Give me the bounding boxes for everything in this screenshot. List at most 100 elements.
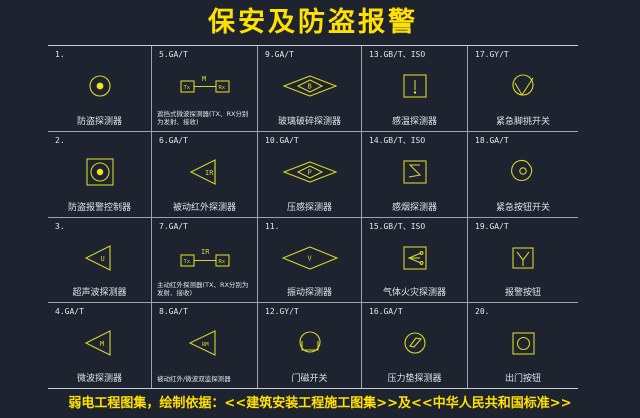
symbol-code: 20.: [475, 307, 490, 317]
svg-text:Tx: Tx: [183, 85, 190, 91]
symbol-cell-11[interactable]: 11. V 振动探测器: [258, 217, 362, 303]
symbol-cell-9[interactable]: 9.GA/T B 玻璃破碎探测器: [258, 46, 362, 131]
symbol-code: 2.: [55, 135, 65, 145]
svg-text:Rx: Rx: [218, 259, 225, 265]
symbol-name: 被动红外探测器: [172, 202, 236, 213]
symbol-code: 14.GB/T、ISO: [369, 135, 426, 145]
symbol-name: 紧急脚挑开关: [495, 116, 550, 127]
symbol-name: 感烟探测器: [391, 202, 437, 213]
symbol-code: 1.: [55, 50, 65, 59]
symbol-cell-7[interactable]: 7.GA/T Tx Rx IR 主动红外探测器(TX、RX分别为发射、接收): [152, 217, 258, 303]
symbol-table: 1. 防盗探测器 5.GA/T Tx R: [48, 45, 578, 389]
table-row: 1. 防盗探测器 5.GA/T Tx R: [48, 46, 578, 132]
page-title: 保安及防盗报警: [208, 7, 418, 38]
table-row: 3. U 超声波探测器 7.GA/T Tx: [48, 217, 578, 304]
table-row: 4.GA/T M 微波探测器 8.GA/T RM 被动红外/微: [48, 303, 578, 388]
square-circle-dot-icon: [48, 152, 151, 192]
triangle-ir-icon: IR: [152, 152, 257, 192]
triangle-u-icon: U: [48, 238, 151, 278]
symbol-code: 16.GA/T: [369, 307, 403, 317]
svg-text:Rx: Rx: [218, 85, 225, 91]
symbol-name: 防盗探测器: [76, 116, 122, 127]
symbol-cell-16[interactable]: 16.GA/T 压力垫探测器: [362, 303, 468, 388]
symbol-name: 振动探测器: [286, 288, 332, 299]
symbol-cell-13[interactable]: 13.GB/T、ISO 感温探测器: [362, 46, 468, 131]
symbol-code: 19.GA/T: [475, 221, 509, 231]
square-smoke-icon: [362, 152, 467, 192]
triangle-m-icon: M: [48, 323, 151, 363]
svg-text:P: P: [307, 168, 311, 176]
symbol-cell-2[interactable]: 2. 防盗报警控制器: [48, 131, 152, 217]
svg-text:RM: RM: [202, 342, 209, 348]
diamond-b-icon: B: [258, 66, 361, 106]
symbol-code: 13.GB/T、ISO: [369, 50, 426, 59]
symbol-code: 5.GA/T: [159, 50, 188, 59]
symbol-name: 遮挡式微波探测器(TX、RX分别为发射、接收): [157, 109, 249, 126]
symbol-cell-3[interactable]: 3. U 超声波探测器: [48, 217, 152, 303]
symbol-code: 4.GA/T: [55, 307, 84, 317]
symbol-code: 7.GA/T: [159, 221, 188, 231]
symbol-cell-6[interactable]: 6.GA/T IR 被动红外探测器: [152, 131, 258, 217]
table-row: 2. 防盗报警控制器 6.GA/T IR: [48, 131, 578, 218]
symbol-name: 门磁开关: [291, 374, 328, 384]
symbol-name: 压力垫探测器: [387, 374, 442, 384]
symbol-cell-5[interactable]: 5.GA/T Tx Rx M 遮挡式微波探测器(TX、RX分别为发射、接收): [152, 46, 258, 131]
tx-ir-rx-icon: Tx Rx IR: [152, 238, 257, 278]
symbol-cell-18[interactable]: 18.GA/T 紧急按钮开关: [468, 132, 578, 217]
circle-door-icon: [258, 323, 361, 363]
circle-notch-icon: [468, 152, 578, 192]
symbol-name: 被动红外/微波双监探测器: [157, 375, 231, 383]
symbol-cell-17[interactable]: 17.GY/T 紧急脚挑开关: [468, 46, 578, 131]
svg-text:Tx: Tx: [183, 259, 190, 265]
symbol-cell-20[interactable]: 20. 出门按钮: [468, 303, 578, 388]
diamond-v-icon: V: [258, 238, 361, 278]
symbol-name: 紧急按钮开关: [495, 202, 550, 213]
symbol-code: 10.GA/T: [265, 135, 299, 145]
footer-note: 弱电工程图集，绘制依据：<<建筑安装工程施工图集>>及<<中华人民共和国标准>>: [68, 396, 572, 411]
symbol-name: 感温探测器: [391, 116, 437, 127]
symbol-cell-12[interactable]: 12.GY/T 门磁开关: [258, 303, 362, 388]
svg-text:U: U: [100, 255, 104, 263]
symbol-name: 微波探测器: [76, 374, 122, 384]
svg-text:IR: IR: [205, 169, 214, 177]
symbol-code: 15.GB/T、ISO: [369, 221, 426, 231]
symbol-name: 气体火灾探测器: [382, 288, 446, 299]
symbol-name: 防盗报警控制器: [67, 202, 131, 213]
tx-m-rx-icon: Tx Rx M: [152, 66, 257, 106]
symbol-code: 3.: [55, 221, 65, 231]
svg-text:M: M: [202, 75, 206, 83]
symbol-cell-8[interactable]: 8.GA/T RM 被动红外/微波双监探测器: [152, 303, 258, 388]
symbol-code: 9.GA/T: [265, 50, 294, 59]
svg-text:V: V: [307, 254, 312, 262]
symbol-cell-10[interactable]: 10.GA/T P 压感探测器: [258, 131, 362, 217]
square-gas-icon: [362, 238, 467, 278]
symbol-code: 17.GY/T: [475, 50, 509, 59]
symbol-code: 12.GY/T: [265, 307, 299, 317]
symbol-name: 报警按钮: [504, 288, 541, 299]
circle-pad-icon: [362, 323, 467, 363]
symbol-code: 11.: [265, 221, 280, 231]
square-y-icon: [468, 238, 578, 278]
circle-check-icon: [468, 66, 578, 106]
symbol-cell-19[interactable]: 19.GA/T 报警按钮: [468, 218, 578, 303]
symbol-cell-14[interactable]: 14.GB/T、ISO 感烟探测器: [362, 131, 468, 217]
svg-text:B: B: [307, 83, 311, 91]
square-thermo-icon: [362, 66, 467, 106]
symbol-code: 18.GA/T: [475, 135, 509, 145]
svg-text:IR: IR: [201, 248, 210, 256]
symbol-name: 出门按钮: [504, 374, 541, 384]
symbol-name: 玻璃破碎探测器: [277, 116, 341, 127]
symbol-cell-1[interactable]: 1. 防盗探测器: [48, 46, 152, 131]
circle-dot-icon: [48, 66, 151, 106]
symbol-name: 压感探测器: [286, 202, 332, 213]
symbol-code: 6.GA/T: [159, 135, 188, 145]
symbol-name: 主动红外探测器(TX、RX分别为发射、接收): [157, 281, 249, 298]
triangle-rm-icon: RM: [152, 323, 257, 363]
symbol-name: 超声波探测器: [72, 288, 127, 299]
symbol-cell-15[interactable]: 15.GB/T、ISO 气体火灾探测器: [362, 217, 468, 303]
square-circle-icon: [468, 323, 578, 363]
symbol-code: 8.GA/T: [159, 307, 188, 317]
diamond-p-icon: P: [258, 152, 361, 192]
symbol-cell-4[interactable]: 4.GA/T M 微波探测器: [48, 303, 152, 388]
